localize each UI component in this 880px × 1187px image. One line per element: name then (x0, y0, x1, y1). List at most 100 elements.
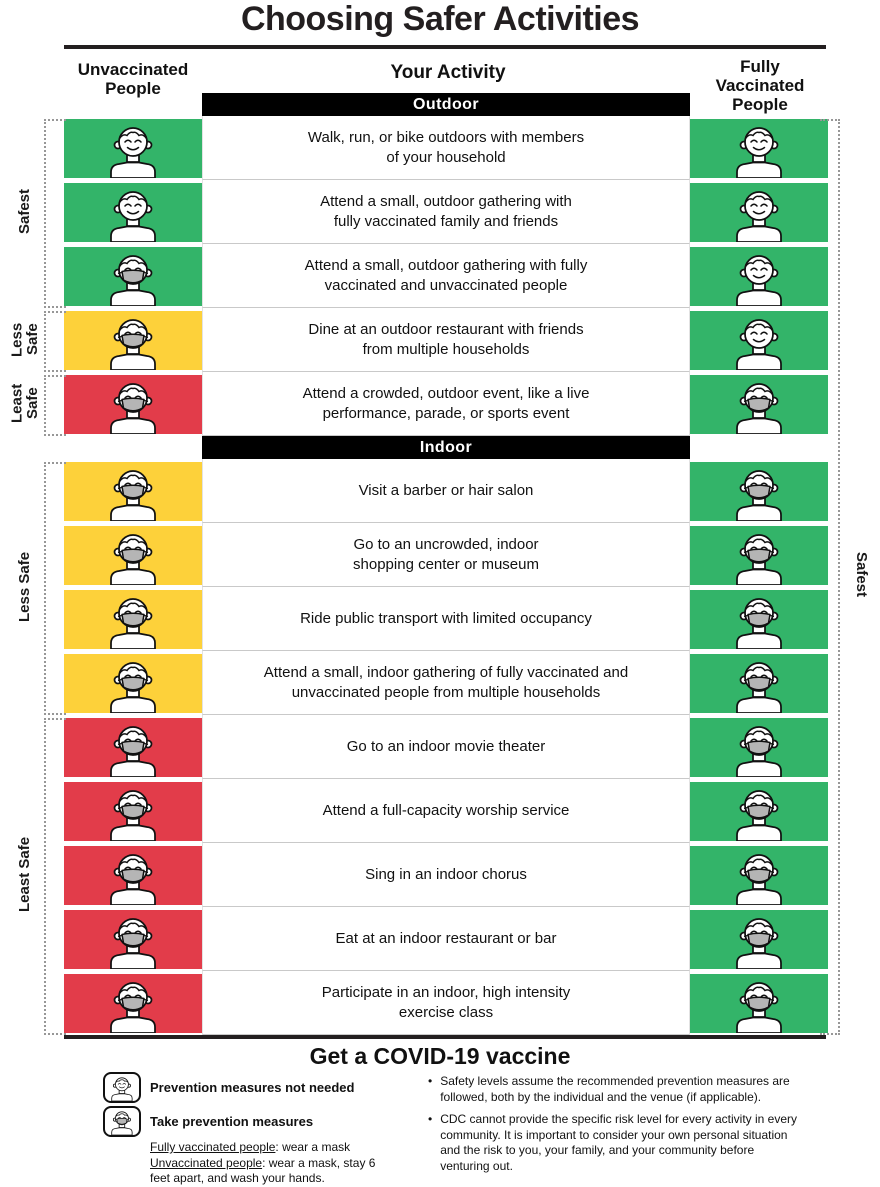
risk-bracket-left (44, 718, 66, 1035)
vaccinated-risk-box (690, 845, 828, 905)
activity-row: Sing in an indoor chorus (64, 843, 828, 907)
activity-text: Attend a small, indoor gathering of full… (202, 651, 690, 715)
activity-row: Attend a small, outdoor gathering with f… (64, 244, 828, 308)
activity-text: Attend a small, outdoor gathering with f… (202, 180, 690, 244)
section-banner-outdoor: Outdoor (202, 93, 690, 116)
column-header-vaccinated: Fully Vaccinated People (715, 57, 805, 115)
unvaccinated-risk-box (64, 909, 202, 969)
masked-face-icon (736, 853, 782, 905)
activity-text: Sing in an indoor chorus (202, 843, 690, 907)
vaccinated-risk-box (690, 781, 828, 841)
masked-face-icon (110, 789, 156, 841)
vaccinated-risk-box (690, 246, 828, 306)
activity-row: Dine at an outdoor restaurant with frien… (64, 308, 828, 372)
vaccinated-risk-box (690, 909, 828, 969)
footnote-item: • CDC cannot provide the specific risk l… (428, 1112, 806, 1174)
risk-level-label: Least Safe (16, 836, 34, 913)
masked-face-icon (110, 917, 156, 969)
masked-face-icon (110, 725, 156, 777)
unvaccinated-risk-box (64, 525, 202, 585)
unvaccinated-risk-box (64, 374, 202, 434)
vaccinated-risk-box (690, 310, 828, 370)
masked-face-icon (736, 661, 782, 713)
legend-label-mask: Take prevention measures (150, 1114, 314, 1129)
masked-face-icon (110, 254, 156, 306)
vaccinated-risk-box (690, 973, 828, 1033)
section-banner-row: Indoor (64, 436, 828, 459)
risk-bracket-left (44, 375, 66, 436)
masked-face-icon (111, 1111, 133, 1135)
footnote-text: CDC cannot provide the specific risk lev… (440, 1112, 798, 1173)
bullet-icon: • (428, 1112, 433, 1127)
unmasked-face-icon (736, 190, 782, 242)
risk-bracket-left (44, 311, 66, 372)
bottom-divider (64, 1035, 826, 1039)
masked-face-icon (736, 382, 782, 434)
unmasked-face-icon (736, 126, 782, 178)
activity-text: Visit a barber or hair salon (202, 459, 690, 523)
column-header-unvaccinated: Unvaccinated People (77, 60, 189, 99)
vaccinated-risk-box (690, 717, 828, 777)
legend-note-unvaccinated-rest: : wear a mask, stay 6 feet apart, and wa… (150, 1156, 376, 1185)
legend-unmasked-iconbox (103, 1072, 141, 1103)
masked-face-icon (736, 789, 782, 841)
activity-row: Walk, run, or bike outdoors with members… (64, 116, 828, 180)
legend-note-vaccinated: Fully vaccinated people: wear a mask (150, 1140, 388, 1155)
activity-table: Outdoor Walk, run, or bike outdoors with … (64, 93, 828, 1035)
unmasked-face-icon (110, 126, 156, 178)
activity-text: Attend a small, outdoor gathering with f… (202, 244, 690, 308)
legend-note-vaccinated-rest: : wear a mask (275, 1140, 351, 1154)
unvaccinated-risk-box (64, 118, 202, 178)
column-header-activity: Your Activity (390, 62, 506, 83)
activity-row: Attend a small, outdoor gathering with f… (64, 180, 828, 244)
masked-face-icon (736, 533, 782, 585)
legend-note-unvaccinated-lead: Unvaccinated people (150, 1156, 263, 1170)
masked-face-icon (110, 853, 156, 905)
unvaccinated-risk-box (64, 973, 202, 1033)
section-banner-indoor: Indoor (202, 436, 690, 459)
unvaccinated-risk-box (64, 781, 202, 841)
masked-face-icon (736, 597, 782, 649)
unmasked-face-icon (111, 1077, 133, 1101)
legend-notes: Fully vaccinated people: wear a mask Unv… (150, 1140, 388, 1186)
unvaccinated-risk-box (64, 653, 202, 713)
unmasked-face-icon (736, 254, 782, 306)
activity-text: Ride public transport with limited occup… (202, 587, 690, 651)
legend-masked-iconbox (103, 1106, 141, 1137)
risk-level-label: Less Safe (8, 322, 41, 357)
masked-face-icon (110, 382, 156, 434)
activity-row: Ride public transport with limited occup… (64, 587, 828, 651)
activity-text: Attend a full-capacity worship service (202, 779, 690, 843)
activity-row: Go to an uncrowded, indoor shopping cent… (64, 523, 828, 587)
vaccinated-risk-box (690, 589, 828, 649)
legend: Prevention measures not needed Take prev… (103, 1072, 423, 1187)
masked-face-icon (110, 318, 156, 370)
vaccinated-risk-box (690, 525, 828, 585)
legend-item-no-mask: Prevention measures not needed (103, 1072, 423, 1103)
legend-item-mask: Take prevention measures (103, 1106, 423, 1137)
activity-text: Walk, run, or bike outdoors with members… (202, 116, 690, 180)
unmasked-face-icon (736, 318, 782, 370)
risk-level-label: Less Safe (16, 551, 34, 622)
masked-face-icon (110, 469, 156, 521)
activity-row: Attend a small, indoor gathering of full… (64, 651, 828, 715)
footnotes: • Safety levels assume the recommended p… (428, 1074, 806, 1182)
legend-note-unvaccinated: Unvaccinated people: wear a mask, stay 6… (150, 1156, 388, 1186)
activity-text: Dine at an outdoor restaurant with frien… (202, 308, 690, 372)
activity-text: Participate in an indoor, high intensity… (202, 971, 690, 1035)
footnote-item: • Safety levels assume the recommended p… (428, 1074, 806, 1105)
activity-row: Go to an indoor movie theater (64, 715, 828, 779)
vaccinated-risk-box (690, 118, 828, 178)
activity-row: Visit a barber or hair salon (64, 459, 828, 523)
masked-face-icon (736, 469, 782, 521)
activity-row: Attend a full-capacity worship service (64, 779, 828, 843)
unvaccinated-risk-box (64, 717, 202, 777)
top-divider (64, 45, 826, 49)
unvaccinated-risk-box (64, 310, 202, 370)
vaccinated-risk-box (690, 374, 828, 434)
risk-level-label: Safest (16, 188, 34, 235)
activity-row: Participate in an indoor, high intensity… (64, 971, 828, 1035)
masked-face-icon (110, 661, 156, 713)
activity-row: Attend a crowded, outdoor event, like a … (64, 372, 828, 436)
